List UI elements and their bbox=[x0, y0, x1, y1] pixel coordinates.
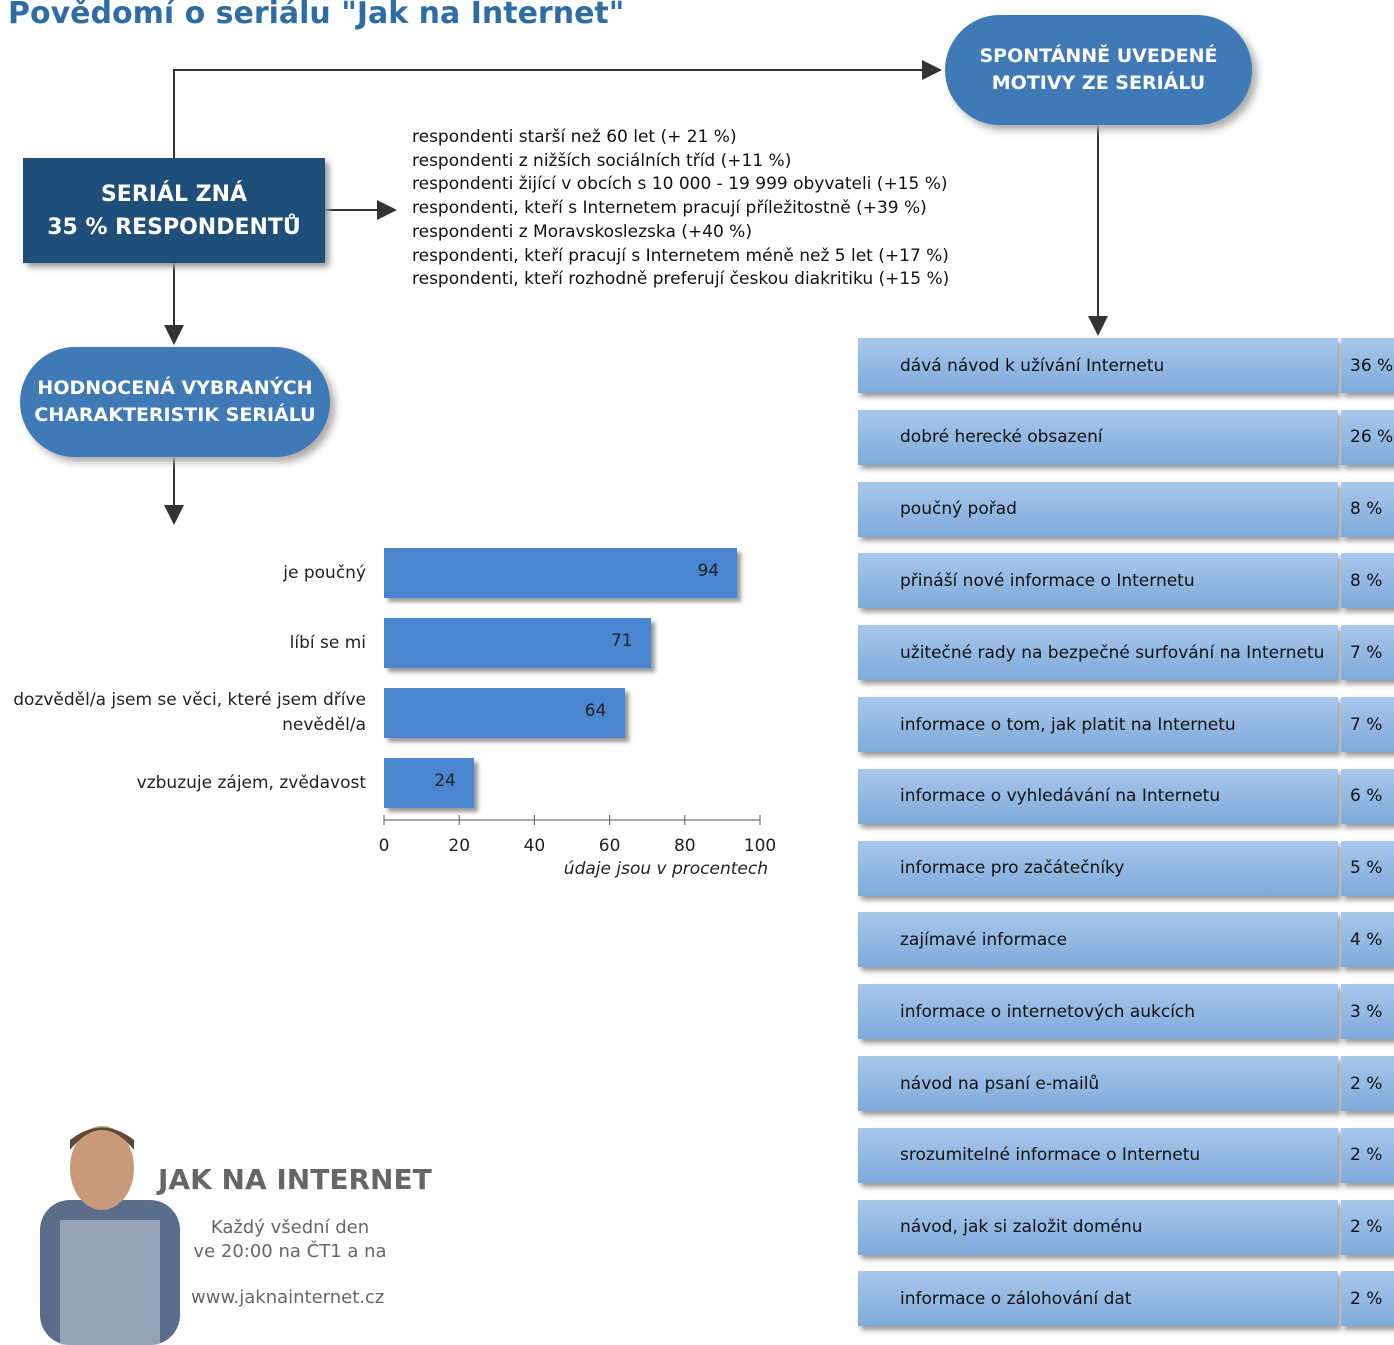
motive-label: poučný pořad bbox=[858, 482, 1338, 537]
heading-line: SPONTÁNNĚ UVEDENÉ bbox=[945, 43, 1252, 70]
motive-label: užitečné rady na bezpečné surfování na I… bbox=[858, 625, 1338, 680]
motive-label: dobré herecké obsazení bbox=[858, 410, 1338, 465]
heading-line: MOTIVY ZE SERIÁLU bbox=[945, 70, 1252, 97]
motive-label: informace o zálohování dat bbox=[858, 1271, 1338, 1326]
motive-label: dává návod k užívání Internetu bbox=[858, 338, 1338, 393]
segment-text: respondenti z nižších sociálních tříd (+… bbox=[412, 151, 791, 171]
motive-label: informace pro začátečníky bbox=[858, 841, 1338, 896]
motive-label: informace o vyhledávání na Internetu bbox=[858, 769, 1338, 824]
x-tick-label: 40 bbox=[524, 836, 546, 856]
heading-line: CHARAKTERISTIK SERIÁLU bbox=[20, 402, 330, 429]
awareness-line: 35 % RESPONDENTŮ bbox=[23, 211, 325, 244]
promo-url[interactable]: www.jaknainternet.cz bbox=[191, 1287, 384, 1308]
motive-value: 36 % bbox=[1341, 338, 1394, 393]
motive-value: 26 % bbox=[1341, 410, 1394, 465]
value-label: 94 bbox=[697, 561, 719, 581]
value-label: 64 bbox=[585, 701, 607, 721]
motive-value: 2 % bbox=[1341, 1128, 1394, 1183]
value-label: 24 bbox=[434, 771, 456, 791]
motive-label: návod na psaní e-mailů bbox=[858, 1056, 1338, 1111]
motive-value: 2 % bbox=[1341, 1200, 1394, 1255]
motive-value: 3 % bbox=[1341, 984, 1394, 1039]
motive-label: srozumitelné informace o Internetu bbox=[858, 1128, 1338, 1183]
spontaneous-heading: SPONTÁNNĚ UVEDENÉ MOTIVY ZE SERIÁLU bbox=[945, 15, 1252, 125]
x-tick-label: 60 bbox=[599, 836, 621, 856]
motive-value: 2 % bbox=[1341, 1271, 1394, 1326]
segment-text: respondenti, kteří s Internetem pracují … bbox=[412, 198, 927, 218]
evaluated-heading: HODNOCENÁ VYBRANÝCH CHARAKTERISTIK SERIÁ… bbox=[20, 347, 330, 457]
x-tick-label: 80 bbox=[674, 836, 696, 856]
axis-note: údaje jsou v procentech bbox=[564, 859, 768, 879]
page: 0 20 40 60 80 100 údaje jsou v procentech Pově… bbox=[0, 0, 1394, 1345]
motive-value: 8 % bbox=[1341, 482, 1394, 537]
motive-label: informace o internetových aukcích bbox=[858, 984, 1338, 1039]
segment-text: respondenti z Moravskoslezska (+40 %) bbox=[412, 222, 752, 242]
category-label: líbí se mi bbox=[6, 631, 366, 656]
segment-text: respondenti, kteří rozhodně preferují če… bbox=[412, 269, 949, 289]
x-tick-label: 20 bbox=[448, 836, 470, 856]
motive-value: 6 % bbox=[1341, 769, 1394, 824]
bar bbox=[384, 548, 737, 598]
category-label: dozvěděl/a jsem se věci, které jsem dřív… bbox=[6, 688, 366, 738]
motive-label: informace o tom, jak platit na Internetu bbox=[858, 697, 1338, 752]
motive-label: zajímavé informace bbox=[858, 912, 1338, 967]
category-label: vzbuzuje zájem, zvědavost bbox=[6, 771, 366, 796]
bar bbox=[384, 758, 474, 808]
promo-line: ve 20:00 na ČT1 a na bbox=[150, 1240, 430, 1264]
motive-value: 2 % bbox=[1341, 1056, 1394, 1111]
motive-value: 8 % bbox=[1341, 553, 1394, 608]
awareness-line: SERIÁL ZNÁ bbox=[23, 178, 325, 211]
page-title: Povědomí o seriálu "Jak na Internet" bbox=[8, 0, 624, 31]
category-label: je poučný bbox=[6, 561, 366, 586]
value-label: 71 bbox=[611, 631, 633, 651]
segment-text: respondenti starší než 60 let (+ 21 %) bbox=[412, 127, 737, 147]
motive-label: přináší nové informace o Internetu bbox=[858, 553, 1338, 608]
x-tick-label: 100 bbox=[744, 836, 776, 856]
promo-text: Každý všední den ve 20:00 na ČT1 a na bbox=[150, 1216, 430, 1264]
heading-line: HODNOCENÁ VYBRANÝCH bbox=[20, 375, 330, 402]
motive-value: 4 % bbox=[1341, 912, 1394, 967]
promo-line: Každý všední den bbox=[150, 1216, 430, 1240]
segment-text: respondenti, kteří pracují s Internetem … bbox=[412, 246, 949, 266]
motive-label: návod, jak si založit doménu bbox=[858, 1200, 1338, 1255]
motive-value: 5 % bbox=[1341, 841, 1394, 896]
x-tick-label: 0 bbox=[379, 836, 390, 856]
segment-text: respondenti žijící v obcích s 10 000 - 1… bbox=[412, 174, 948, 194]
promo-title: JAK NA INTERNET bbox=[158, 1163, 432, 1196]
awareness-box: SERIÁL ZNÁ 35 % RESPONDENTŮ bbox=[23, 158, 325, 263]
motive-value: 7 % bbox=[1341, 625, 1394, 680]
motive-value: 7 % bbox=[1341, 697, 1394, 752]
